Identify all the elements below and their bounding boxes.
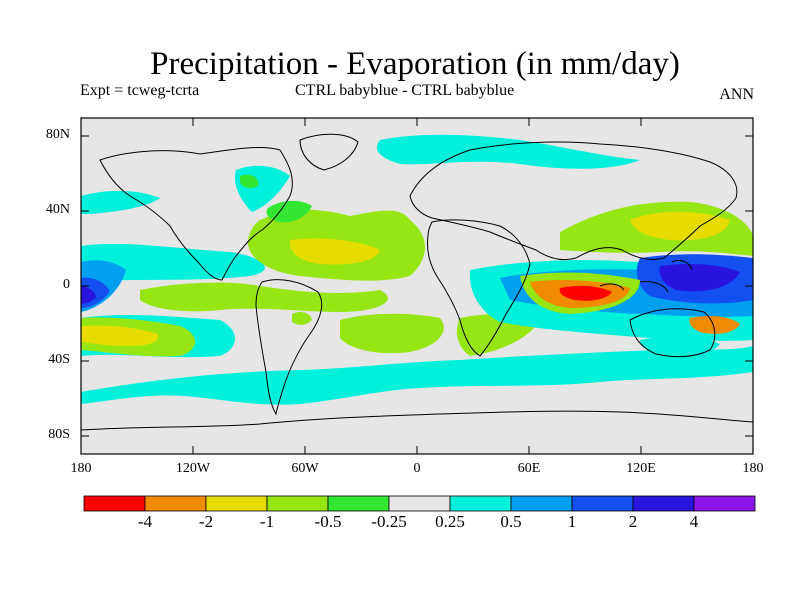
contour-south-pacific-orange-east xyxy=(689,316,740,334)
coastlines xyxy=(81,133,753,431)
colorbar-label: 1 xyxy=(567,512,577,531)
colorbar-label: -2 xyxy=(198,512,214,531)
lat-label-40n: 40N xyxy=(45,202,70,217)
colorbar-label: -1 xyxy=(259,512,275,531)
contour-south-pacific-orange xyxy=(81,325,159,346)
colorbar-swatch xyxy=(693,495,756,512)
colorbar-swatch xyxy=(571,495,634,512)
lat-label-0: 0 xyxy=(63,277,70,292)
colorbar-swatch xyxy=(449,495,512,512)
lat-label-40s: 40S xyxy=(48,352,70,367)
lon-label-60e: 60E xyxy=(517,461,541,476)
lat-label-80n: 80N xyxy=(45,127,70,142)
colorbar-label: 0.25 xyxy=(435,512,465,531)
coastline-australia xyxy=(629,308,716,358)
field-contours xyxy=(81,134,753,405)
coastline-greenland xyxy=(299,133,359,171)
colorbar-swatch xyxy=(327,495,390,512)
colorbar xyxy=(83,495,756,512)
lon-label-180w: 180 xyxy=(70,461,92,476)
lat-label-80s: 80S xyxy=(48,427,70,442)
comparison-label: CTRL babyblue - CTRL babyblue xyxy=(295,82,515,99)
lon-label-120e: 120E xyxy=(626,461,656,476)
colorbar-label: -0.25 xyxy=(371,512,407,531)
coastline-europe-asia xyxy=(409,141,738,261)
axis-ticks xyxy=(81,118,753,454)
contour-arctic-green xyxy=(240,174,259,189)
chart-title: Precipitation - Evaporation (in mm/day) xyxy=(150,46,680,82)
coastline-maritime-islands xyxy=(599,259,693,293)
season-label: ANN xyxy=(719,86,754,103)
colorbar-swatch xyxy=(632,495,695,512)
contour-north-atlantic-yellow xyxy=(289,238,380,265)
colorbar-label: -0.5 xyxy=(314,512,342,531)
colorbar-swatch xyxy=(266,495,329,512)
contour-south-america-green xyxy=(292,312,312,325)
coastline-antarctica xyxy=(81,410,753,431)
coastline-north-america xyxy=(99,146,293,281)
lon-label-60w: 60W xyxy=(291,461,319,476)
colorbar-swatch xyxy=(144,495,207,512)
lon-label-120w: 120W xyxy=(175,461,211,476)
contour-east-pacific-cyan xyxy=(81,243,265,282)
contour-australia-cyan xyxy=(640,336,720,357)
contour-southern-ocean xyxy=(81,346,753,405)
contour-north-atlantic-cyan xyxy=(376,134,640,169)
contour-kuroshio-yellow xyxy=(630,211,730,241)
coastline-africa xyxy=(427,219,531,357)
colorbar-label: -4 xyxy=(137,512,153,531)
contour-south-atlantic-green xyxy=(340,313,444,354)
contour-pacific-4 xyxy=(81,286,96,304)
colorbar-label: 4 xyxy=(689,512,699,531)
colorbar-label: 2 xyxy=(628,512,638,531)
contour-north-pacific-cyan xyxy=(81,190,160,214)
contour-gulfstream-green xyxy=(266,200,312,223)
colorbar-swatch xyxy=(205,495,268,512)
colorbar-label: 0.5 xyxy=(500,512,522,531)
colorbar-swatch xyxy=(83,495,146,512)
lon-label-0: 0 xyxy=(413,461,421,476)
contour-maritime-violet xyxy=(659,264,740,292)
experiment-label: Expt = tcweg-tcrta xyxy=(80,82,200,99)
lon-label-180e: 180 xyxy=(742,461,764,476)
contour-itcz-green xyxy=(140,282,388,312)
contour-indian-red xyxy=(559,285,612,301)
coastline-south-america xyxy=(255,279,323,416)
colorbar-swatch xyxy=(510,495,573,512)
colorbar-swatch xyxy=(388,495,451,512)
